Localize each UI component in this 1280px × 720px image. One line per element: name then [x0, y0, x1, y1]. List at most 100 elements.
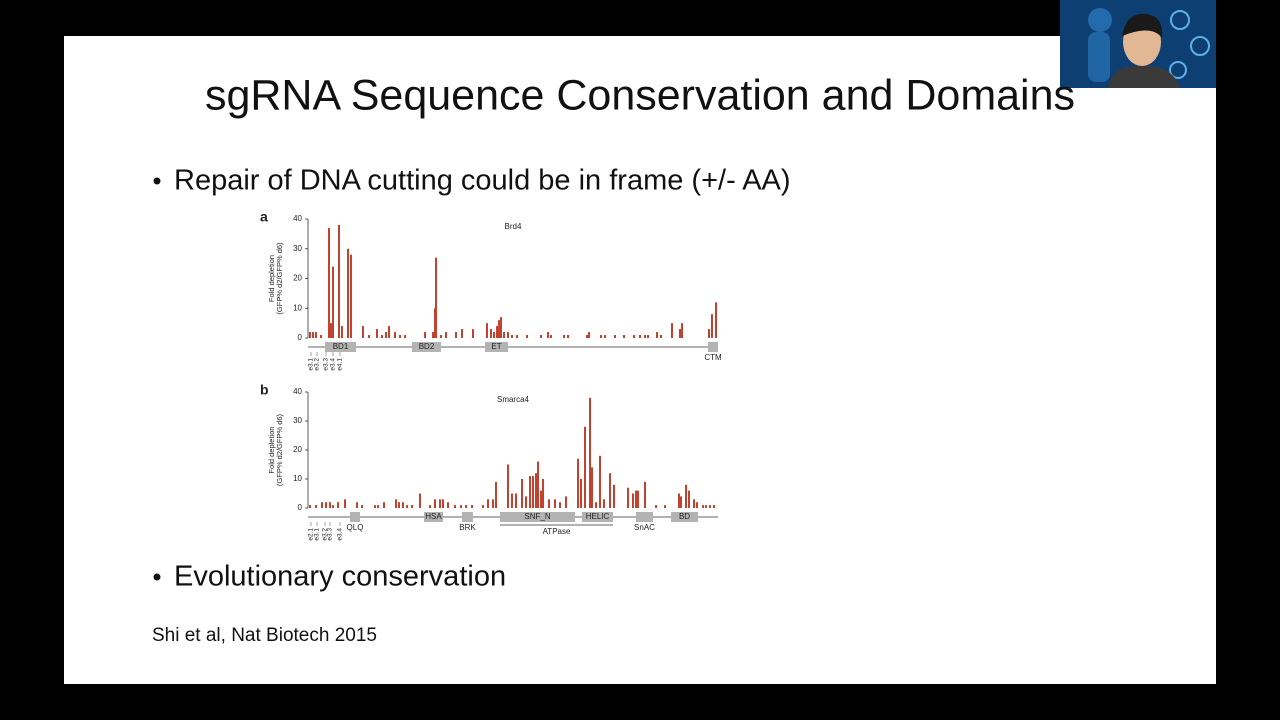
y-axis-label: (GFP% d2/GFP% d6): [275, 413, 284, 486]
bar: [635, 490, 637, 508]
bar: [329, 502, 331, 508]
bar: [554, 499, 556, 508]
domain: [671, 512, 698, 522]
bar: [603, 499, 605, 508]
bar: [398, 502, 400, 508]
exon-label: e3.1: [308, 358, 315, 371]
y-tick-label: 20: [293, 274, 302, 283]
bar: [498, 320, 500, 338]
domain-label: QLQ: [347, 523, 364, 532]
y-axis-label: Fold depletion: [267, 426, 276, 473]
y-tick-label: 40: [293, 387, 302, 396]
bar: [708, 329, 710, 338]
bullet: Evolutionary conservation: [174, 561, 506, 593]
slide-title: sgRNA Sequence Conservation and Domains: [205, 71, 1075, 119]
bar: [656, 332, 658, 338]
bullet: Repair of DNA cutting could be in frame …: [174, 165, 791, 197]
bar: [580, 479, 582, 508]
bar: [482, 505, 484, 508]
bar: [529, 476, 531, 508]
bar: [709, 505, 711, 508]
bar: [344, 499, 346, 508]
bar: [362, 326, 364, 338]
domain-label: BD2: [419, 342, 435, 351]
domain: [325, 342, 356, 352]
webcam: [1060, 0, 1216, 88]
bar: [525, 496, 527, 508]
bar: [679, 329, 681, 338]
bar: [644, 481, 646, 508]
bar: [332, 266, 334, 338]
bar: [309, 505, 311, 508]
domain: [350, 512, 360, 522]
y-tick-label: 0: [298, 503, 303, 512]
bar: [540, 490, 542, 508]
bar: [325, 502, 327, 508]
panel-label: b: [260, 382, 269, 398]
y-axis-label: Fold depletion: [267, 255, 276, 302]
bar: [454, 505, 456, 508]
bar: [671, 323, 673, 338]
exon-label: e2.1: [308, 528, 315, 541]
bar: [320, 335, 322, 338]
bar: [376, 329, 378, 338]
bar: [627, 487, 629, 508]
domain: [412, 342, 441, 352]
bar: [713, 505, 715, 508]
bar: [680, 496, 682, 508]
chart-title: Brd4: [505, 222, 522, 231]
bar: [600, 335, 602, 338]
slide: [64, 36, 1216, 684]
domain-label: BRK: [459, 523, 476, 532]
bar: [337, 502, 339, 508]
bullet-dot: [153, 177, 161, 185]
bar: [664, 505, 666, 508]
bar: [461, 329, 463, 338]
bar: [442, 499, 444, 508]
bar: [356, 502, 358, 508]
bar: [434, 499, 436, 508]
bar: [424, 332, 426, 338]
bar: [368, 335, 370, 338]
bar: [455, 332, 457, 338]
exon-label: e3.1: [314, 528, 321, 541]
y-axis-label: (GFP% d2/GFP% d6): [275, 242, 284, 315]
domain-label: SnAC: [634, 523, 655, 532]
domain: [636, 512, 653, 522]
bar: [688, 490, 690, 508]
bar: [399, 335, 401, 338]
bar: [532, 476, 534, 508]
bar: [526, 335, 528, 338]
domain: [708, 342, 718, 352]
domain: [462, 512, 473, 522]
bar: [465, 505, 467, 508]
exon-label: e3.2: [314, 358, 321, 371]
bar: [487, 499, 489, 508]
bar: [584, 426, 586, 508]
bar: [567, 335, 569, 338]
bar: [381, 335, 383, 338]
bar: [696, 502, 698, 508]
bar: [550, 335, 552, 338]
bar: [332, 505, 334, 508]
bar: [535, 473, 537, 508]
exon-label: e3.2: [322, 528, 329, 541]
y-tick-label: 0: [298, 333, 303, 342]
y-tick-label: 30: [293, 244, 302, 253]
bar: [503, 332, 505, 338]
bar: [559, 502, 561, 508]
bar: [490, 329, 492, 338]
bar: [540, 335, 542, 338]
bar: [315, 332, 317, 338]
bar: [472, 329, 474, 338]
bar: [632, 493, 634, 508]
bar: [493, 332, 495, 338]
bar: [350, 254, 352, 338]
exon-label: e3.3: [323, 358, 330, 371]
y-tick-label: 10: [293, 474, 302, 483]
domain-label: BD: [679, 512, 690, 521]
bar: [589, 397, 591, 508]
bar: [577, 458, 579, 508]
bar: [586, 335, 588, 338]
